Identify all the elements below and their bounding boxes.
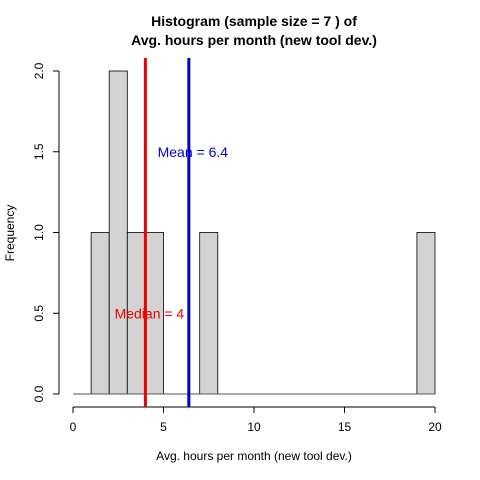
histogram-bar-2 <box>108 70 128 395</box>
mean-label: Mean = 6.4 <box>158 144 229 160</box>
x-axis: 0 5 10 15 20 <box>70 406 442 434</box>
x-axis-label: Avg. hours per month (new tool dev.) <box>156 449 352 463</box>
x-tick-label: 20 <box>428 420 442 434</box>
histogram-bar-1 <box>90 232 110 395</box>
x-tick-label: 10 <box>247 420 261 434</box>
reference-lines: Median = 4 Mean = 6.4 <box>115 58 229 407</box>
y-tick-label: 1.0 <box>32 224 46 241</box>
histogram-bar-5 <box>199 232 219 395</box>
chart-title-line2: Avg. hours per month (new tool dev.) <box>131 32 377 48</box>
x-tick-label: 5 <box>160 420 167 434</box>
x-tick-label: 15 <box>338 420 352 434</box>
y-tick-label: 2.0 <box>32 62 46 79</box>
y-axis-label: Frequency <box>3 205 17 262</box>
y-tick-label: 1.5 <box>32 143 46 160</box>
y-tick-label: 0.0 <box>32 385 46 402</box>
chart-title-line1: Histogram (sample size = 7 ) of <box>151 13 357 29</box>
histogram-bar-6 <box>416 232 436 395</box>
median-label: Median = 4 <box>115 305 185 321</box>
x-tick-label: 0 <box>70 420 77 434</box>
y-axis: 0.0 0.5 1.0 1.5 2.0 <box>32 62 60 402</box>
histogram-bars <box>90 70 436 395</box>
y-tick-label: 0.5 <box>32 305 46 322</box>
